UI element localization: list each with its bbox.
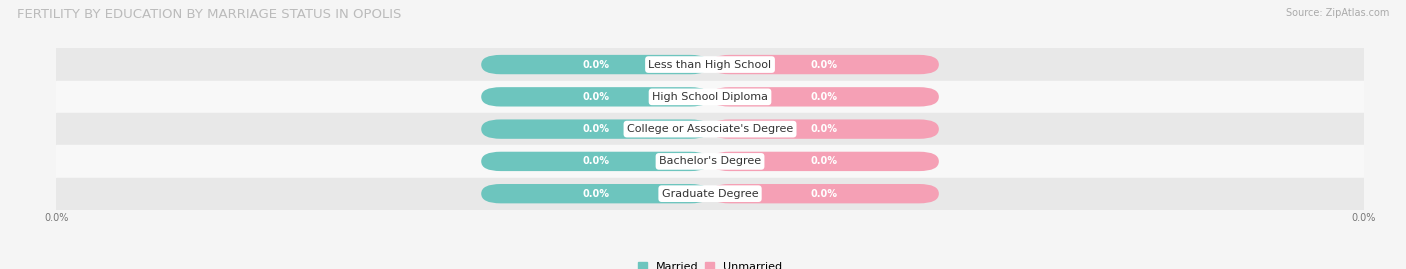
- FancyBboxPatch shape: [481, 119, 710, 139]
- Text: Bachelor's Degree: Bachelor's Degree: [659, 156, 761, 167]
- FancyBboxPatch shape: [710, 55, 939, 74]
- Text: 0.0%: 0.0%: [582, 59, 609, 70]
- FancyBboxPatch shape: [710, 119, 939, 139]
- Text: 0.0%: 0.0%: [811, 59, 838, 70]
- Text: College or Associate's Degree: College or Associate's Degree: [627, 124, 793, 134]
- Text: High School Diploma: High School Diploma: [652, 92, 768, 102]
- FancyBboxPatch shape: [710, 184, 939, 203]
- Text: 0.0%: 0.0%: [811, 156, 838, 167]
- Text: Source: ZipAtlas.com: Source: ZipAtlas.com: [1285, 8, 1389, 18]
- Bar: [56, 113, 1364, 145]
- Legend: Married, Unmarried: Married, Unmarried: [634, 258, 786, 269]
- Bar: [56, 178, 1364, 210]
- Text: FERTILITY BY EDUCATION BY MARRIAGE STATUS IN OPOLIS: FERTILITY BY EDUCATION BY MARRIAGE STATU…: [17, 8, 401, 21]
- FancyBboxPatch shape: [481, 184, 710, 203]
- Text: 0.0%: 0.0%: [582, 156, 609, 167]
- Bar: [56, 145, 1364, 178]
- FancyBboxPatch shape: [481, 55, 710, 74]
- FancyBboxPatch shape: [710, 87, 939, 107]
- FancyBboxPatch shape: [481, 152, 710, 171]
- Bar: [56, 48, 1364, 81]
- Text: 0.0%: 0.0%: [582, 92, 609, 102]
- Text: 0.0%: 0.0%: [811, 124, 838, 134]
- Text: 0.0%: 0.0%: [811, 92, 838, 102]
- Bar: [56, 81, 1364, 113]
- Text: 0.0%: 0.0%: [582, 189, 609, 199]
- Text: Less than High School: Less than High School: [648, 59, 772, 70]
- Text: 0.0%: 0.0%: [582, 124, 609, 134]
- FancyBboxPatch shape: [710, 152, 939, 171]
- Text: Graduate Degree: Graduate Degree: [662, 189, 758, 199]
- Text: 0.0%: 0.0%: [811, 189, 838, 199]
- FancyBboxPatch shape: [481, 87, 710, 107]
